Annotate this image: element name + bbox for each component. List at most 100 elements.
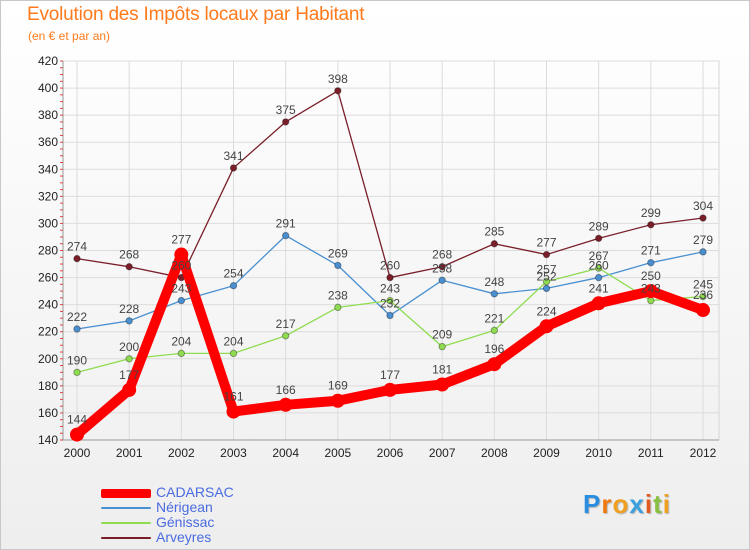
legend-swatch: [101, 522, 151, 524]
data-point: [226, 404, 241, 419]
data-point: [696, 303, 710, 318]
data-point: [490, 326, 499, 335]
data-point: [334, 303, 342, 312]
data-point: [125, 263, 133, 271]
data-point: [647, 296, 655, 305]
y-tick-label: 420: [38, 54, 58, 68]
data-label: 271: [641, 244, 661, 258]
data-label: 304: [693, 199, 713, 213]
y-tick-label: 220: [38, 325, 58, 339]
legend-label: Génissac: [156, 514, 215, 530]
data-label: 291: [276, 217, 296, 231]
data-label: 181: [432, 363, 452, 377]
x-tick-label: 2011: [638, 446, 664, 460]
data-label: 144: [67, 413, 87, 427]
x-tick-label: 2003: [220, 446, 247, 460]
x-tick-label: 2008: [481, 446, 508, 460]
legend-swatch: [101, 507, 151, 509]
data-point: [542, 250, 551, 259]
data-label: 243: [641, 282, 661, 296]
data-label: 279: [693, 233, 713, 247]
data-point: [594, 273, 603, 282]
y-tick-label: 340: [38, 162, 58, 176]
data-label: 268: [119, 248, 139, 262]
data-label: 274: [67, 240, 87, 254]
logo-letter: t: [653, 489, 663, 519]
data-label: 258: [432, 261, 452, 275]
data-point: [542, 284, 551, 293]
data-label: 268: [432, 248, 452, 262]
data-label: 241: [589, 281, 609, 295]
data-point: [539, 319, 554, 334]
data-label: 285: [484, 225, 504, 239]
legend-swatch: [101, 537, 151, 539]
data-point: [699, 248, 707, 256]
data-point: [125, 317, 133, 325]
data-point: [334, 87, 342, 95]
logo-letter: x: [629, 489, 645, 519]
x-tick-label: 2009: [533, 446, 560, 460]
series-layer: [70, 87, 710, 442]
data-label: 375: [276, 103, 296, 117]
data-point: [334, 261, 342, 270]
data-point: [177, 296, 186, 305]
data-point: [73, 254, 81, 263]
y-tick-label: 380: [38, 108, 58, 122]
legend: CADARSAC Nérigean Génissac Arveyres: [101, 484, 341, 545]
data-label: 243: [380, 282, 400, 296]
data-point: [386, 311, 394, 320]
data-label: 222: [67, 310, 87, 324]
data-point: [281, 332, 290, 340]
data-label: 196: [484, 342, 504, 356]
data-point: [125, 355, 133, 363]
data-point: [594, 234, 603, 243]
x-tick-label: 2005: [324, 446, 351, 460]
legend-label: CADARSAC: [156, 484, 234, 500]
data-label: 277: [536, 236, 556, 250]
data-point: [73, 368, 81, 377]
y-tick-label: 320: [38, 189, 58, 203]
data-label: 299: [641, 206, 661, 220]
data-point: [490, 240, 499, 248]
data-label: 224: [536, 304, 556, 318]
data-point: [229, 349, 238, 358]
legend-swatch: [101, 489, 151, 498]
data-point: [438, 263, 446, 271]
data-point: [278, 397, 293, 412]
data-label: 190: [67, 353, 87, 367]
y-tick-label: 240: [38, 298, 58, 312]
data-label: 166: [276, 383, 296, 397]
y-tick-label: 280: [38, 244, 58, 258]
data-label: 232: [380, 296, 400, 310]
legend-item: Arveyres: [101, 529, 341, 545]
x-tick-label: 2012: [690, 446, 717, 460]
legend-label: Arveyres: [156, 529, 212, 545]
data-point: [490, 290, 499, 298]
data-label: 209: [432, 328, 452, 342]
legend-label: Nérigean: [156, 499, 213, 515]
x-tick-label: 2007: [429, 446, 456, 460]
x-tick-label: 2002: [168, 446, 195, 460]
y-tick-label: 260: [38, 271, 58, 285]
data-label: 228: [119, 302, 139, 316]
legend-item: Nérigean: [101, 499, 341, 515]
data-point: [73, 325, 81, 333]
data-label: 245: [693, 278, 713, 292]
legend-item: Génissac: [101, 514, 341, 530]
y-tick-label: 140: [38, 433, 58, 447]
x-tick-label: 2000: [64, 446, 91, 460]
logo-letter: i: [644, 489, 654, 519]
data-label: 238: [328, 288, 348, 302]
data-label: 221: [484, 311, 504, 325]
data-point: [386, 273, 394, 282]
data-label: 177: [380, 368, 400, 382]
data-point: [699, 214, 707, 222]
data-label: 204: [223, 334, 243, 348]
data-label: 257: [536, 263, 556, 277]
x-tick-label: 2010: [585, 446, 612, 460]
legend-item: CADARSAC: [101, 484, 341, 500]
axes: 140 160 180 200 220 240 260 280 300 320 340 360 380 4…: [38, 54, 719, 460]
data-point: [591, 296, 606, 311]
